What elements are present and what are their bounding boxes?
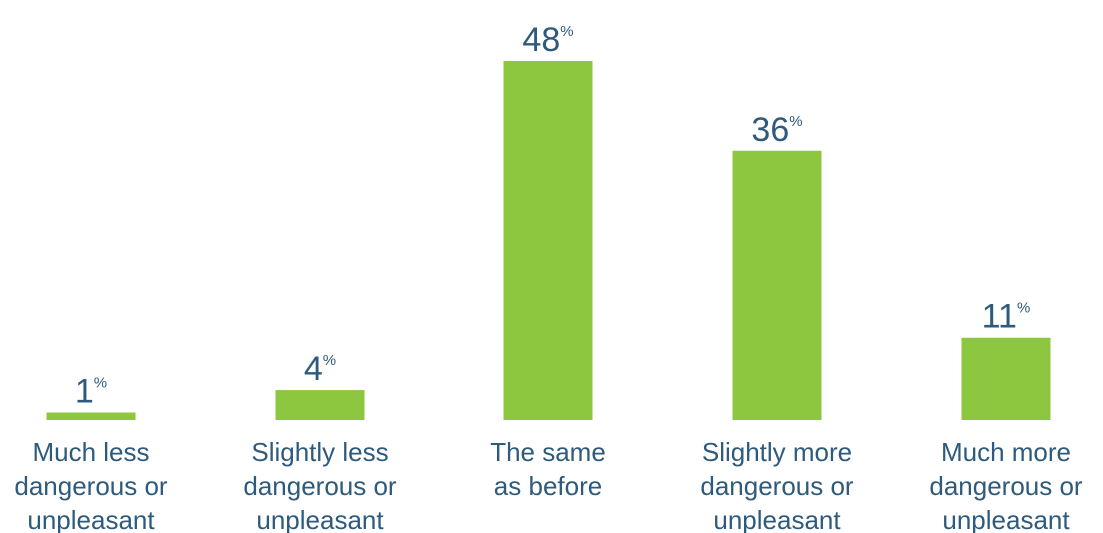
- category-label-line: Slightly more: [702, 437, 852, 467]
- category-label-2: The same as before: [490, 437, 606, 501]
- category-label-line: Slightly less: [251, 437, 388, 467]
- value-label-3: 36%: [751, 111, 802, 149]
- category-label-line: as before: [494, 471, 602, 501]
- value-unit: %: [94, 375, 107, 392]
- category-label-line: dangerous or: [929, 471, 1083, 501]
- value-unit: %: [789, 113, 802, 130]
- value-unit: %: [1017, 300, 1030, 317]
- value-number: 1: [75, 373, 94, 411]
- value-labels-group: 1% 4%48%36%11%: [75, 21, 1030, 411]
- category-label-line: Much more: [941, 437, 1071, 467]
- category-label-0: Much less dangerous or unpleasant: [14, 437, 168, 533]
- bar-0: [46, 412, 136, 420]
- bar-4: [961, 337, 1051, 420]
- value-number: 48: [522, 21, 560, 59]
- category-labels-group: Much less dangerous or unpleasantSlightly …: [14, 437, 1083, 533]
- value-label-1: 4%: [304, 350, 336, 388]
- value-unit: %: [323, 352, 336, 369]
- category-label-line: dangerous or: [243, 471, 397, 501]
- category-label-1: Slightly less dangerous or unpleasant: [243, 437, 397, 533]
- value-number: 11: [982, 298, 1017, 336]
- value-number: 36: [751, 111, 789, 149]
- category-label-line: unpleasant: [256, 505, 384, 533]
- category-label-line: dangerous or: [700, 471, 854, 501]
- category-label-4: Much more dangerous or unpleasant: [929, 437, 1083, 533]
- bars-group: [46, 61, 1051, 420]
- value-number: 4: [304, 350, 323, 388]
- category-label-line: unpleasant: [713, 505, 841, 533]
- value-label-0: 1%: [75, 373, 107, 411]
- value-label-4: 11%: [982, 298, 1031, 336]
- bar-1: [275, 390, 365, 420]
- value-label-2: 48%: [522, 21, 573, 59]
- category-label-line: The same: [490, 437, 606, 467]
- bar-2: [503, 61, 593, 420]
- category-label-line: Much less: [32, 437, 149, 467]
- category-label-line: unpleasant: [942, 505, 1070, 533]
- category-label-line: dangerous or: [14, 471, 168, 501]
- value-unit: %: [560, 23, 573, 40]
- category-label-3: Slightly more dangerous or unpleasant: [700, 437, 854, 533]
- bar-3: [732, 150, 822, 420]
- category-label-line: unpleasant: [27, 505, 155, 533]
